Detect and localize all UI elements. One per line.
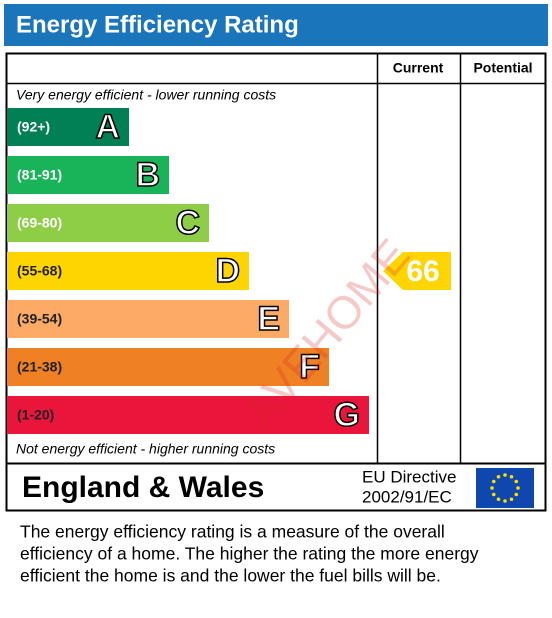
- eu-star: [491, 479, 496, 484]
- rating-band: [7, 108, 129, 146]
- current-value: 66: [406, 255, 439, 288]
- directive: 2002/91/EC: [362, 487, 452, 506]
- eu-star: [509, 474, 514, 479]
- region: England & Wales: [22, 471, 264, 504]
- current-arrow: [383, 252, 451, 290]
- band-range: (21-38): [17, 359, 62, 375]
- eu-star: [491, 492, 496, 497]
- band-letter: C: [175, 204, 200, 242]
- directive: EU Directive: [362, 467, 456, 486]
- band-letter: G: [334, 396, 360, 434]
- rating-band: [7, 204, 209, 242]
- band-letter: F: [299, 348, 320, 386]
- rating-band: [7, 252, 249, 290]
- current-header: Current: [393, 60, 444, 76]
- band-range: (92+): [17, 119, 50, 135]
- eu-star: [503, 499, 507, 503]
- top-note: Very energy efficient - lower running co…: [16, 87, 276, 103]
- rating-band: [7, 156, 169, 194]
- description: efficient the home is and the lower the …: [20, 566, 441, 586]
- eu-star: [509, 497, 514, 502]
- eu-star: [514, 479, 519, 484]
- eu-star: [496, 497, 501, 502]
- eu-star: [516, 486, 520, 490]
- rating-band: [7, 300, 289, 338]
- description: The energy efficiency rating is a measur…: [20, 522, 445, 542]
- rating-band: [7, 396, 369, 434]
- band-letter: B: [135, 156, 160, 194]
- title: Energy Efficiency Rating: [16, 11, 299, 38]
- rating-band: [7, 348, 329, 386]
- band-range: (1-20): [17, 407, 54, 423]
- eu-star: [490, 486, 494, 490]
- description: efficiency of a home. The higher the rat…: [20, 544, 479, 564]
- eu-star: [503, 473, 507, 477]
- title-bar: [4, 4, 548, 46]
- band-letter: E: [257, 300, 280, 338]
- potential-header: Potential: [473, 60, 532, 76]
- band-range: (55-68): [17, 263, 62, 279]
- band-letter: D: [215, 252, 240, 290]
- bottom-note: Not energy efficient - higher running co…: [16, 441, 275, 457]
- eu-stars: [490, 473, 520, 503]
- eu-star: [496, 474, 501, 479]
- frame: [5, 52, 547, 512]
- eu-star: [514, 492, 519, 497]
- band-range: (39-54): [17, 311, 62, 327]
- band-range: (69-80): [17, 215, 62, 231]
- band-range: (81-91): [17, 167, 62, 183]
- band-letter: A: [95, 108, 120, 146]
